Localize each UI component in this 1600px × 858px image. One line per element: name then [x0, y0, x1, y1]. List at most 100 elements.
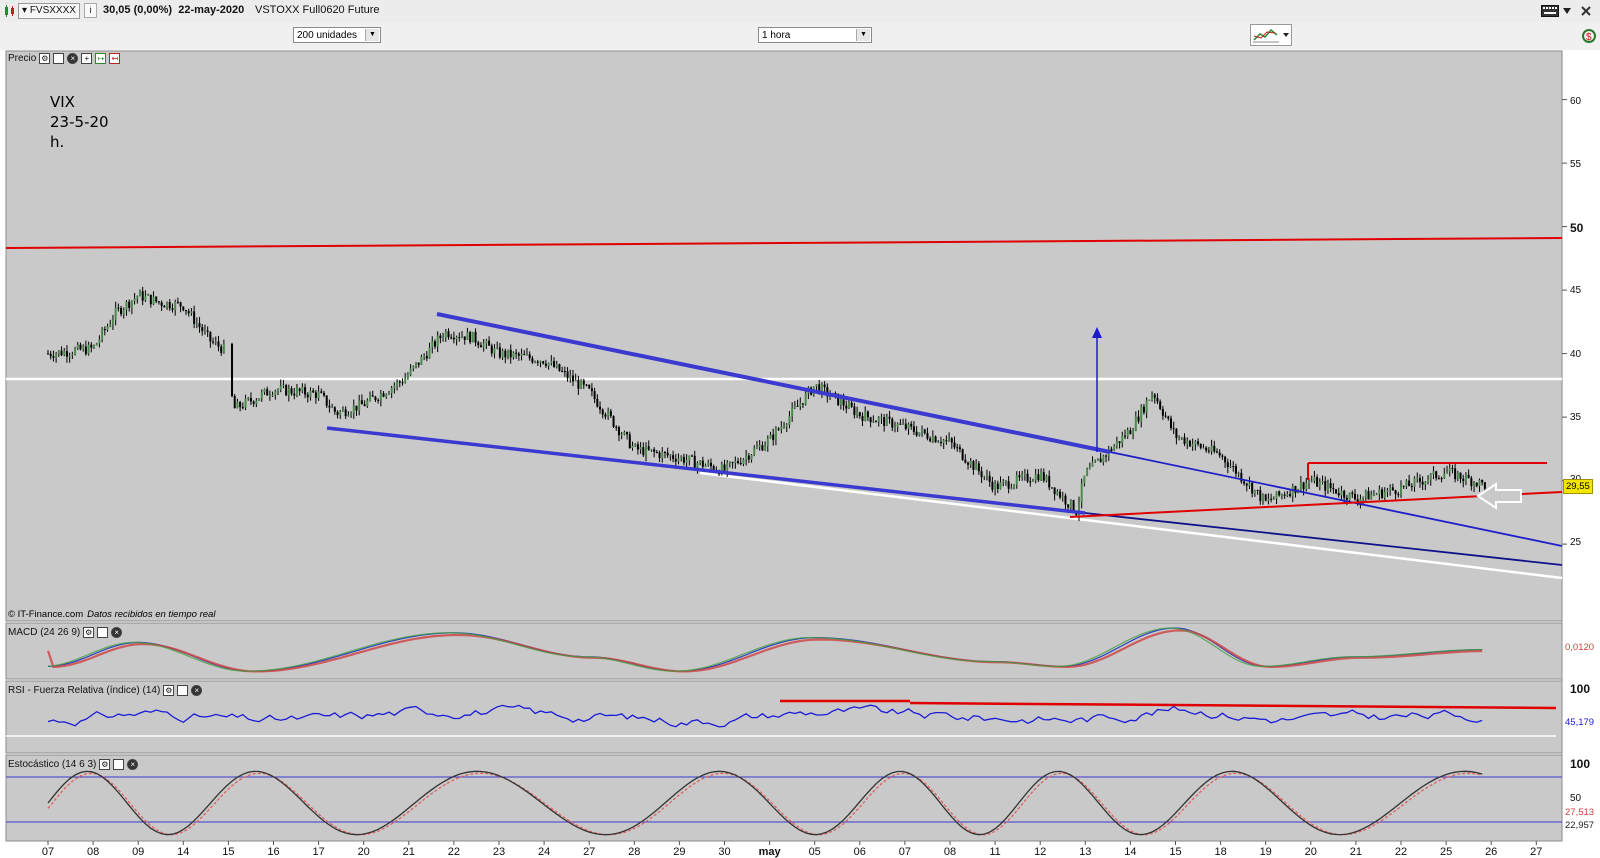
- candle-body: [1151, 394, 1154, 400]
- interval-select[interactable]: 1 hora ▼: [758, 27, 872, 43]
- x-tick-label: 08: [943, 846, 957, 858]
- candle-body: [350, 413, 353, 416]
- candle-body: [277, 389, 280, 392]
- candle-body: [661, 451, 664, 458]
- export-icon[interactable]: ↦: [95, 53, 107, 64]
- close-icon[interactable]: [1581, 6, 1591, 16]
- candle-body: [1256, 489, 1259, 491]
- candle-body: [331, 407, 334, 409]
- candle-body: [907, 423, 910, 429]
- candle-body: [68, 355, 71, 357]
- settings-icon[interactable]: $: [1581, 27, 1597, 45]
- candle-body: [120, 307, 123, 315]
- keyboard-icon[interactable]: [1541, 5, 1559, 17]
- candle-body: [1167, 416, 1170, 419]
- candle-body: [991, 481, 994, 490]
- x-tick-label: 21: [1349, 846, 1363, 858]
- x-tick-label: 14: [177, 846, 190, 858]
- wrench-icon[interactable]: ⚙: [83, 627, 95, 638]
- x-tick-label: 19: [1259, 846, 1272, 858]
- candle-body: [555, 364, 558, 367]
- close-icon[interactable]: ×: [111, 627, 123, 638]
- candle-body: [255, 400, 258, 404]
- candle-body: [420, 356, 423, 365]
- candle-body: [880, 417, 883, 419]
- candle-body: [685, 460, 688, 463]
- maximize-icon[interactable]: [97, 627, 109, 638]
- close-icon[interactable]: ×: [191, 685, 203, 696]
- candle-body: [967, 462, 970, 465]
- candle-body: [406, 374, 409, 379]
- candle-body: [1048, 475, 1051, 488]
- candle-body: [799, 403, 802, 406]
- wrench-icon[interactable]: ⚙: [163, 685, 175, 696]
- maximize-icon[interactable]: [113, 759, 125, 770]
- candle-body: [1121, 435, 1124, 444]
- x-tick-label: 08: [86, 846, 100, 858]
- candle-body: [1400, 485, 1402, 495]
- candle-body: [604, 414, 607, 417]
- candle-body: [861, 416, 864, 421]
- candle-body: [466, 332, 469, 340]
- candle-body: [972, 461, 975, 470]
- candle-body: [90, 344, 93, 348]
- info-icon[interactable]: i: [84, 3, 97, 18]
- candle-body: [609, 411, 612, 417]
- close-icon[interactable]: ×: [127, 759, 139, 770]
- candle-body: [658, 452, 661, 458]
- exit-icon[interactable]: ↤: [109, 53, 121, 64]
- dropdown-arrow-icon[interactable]: [1563, 8, 1571, 14]
- maximize-icon[interactable]: [53, 53, 65, 64]
- wrench-icon[interactable]: ⚙: [39, 53, 51, 64]
- candle-body: [964, 459, 967, 463]
- candle-body: [1467, 474, 1470, 479]
- candle-body: [747, 455, 750, 460]
- candle-body: [893, 427, 896, 429]
- candle-body: [258, 398, 261, 401]
- candle-body: [1129, 430, 1132, 435]
- candle-body: [309, 390, 312, 398]
- x-tick-label: 17: [312, 846, 325, 858]
- candle-body: [369, 395, 372, 401]
- candle-body: [103, 329, 106, 331]
- candle-body: [1424, 481, 1427, 485]
- rsi-resistance-line-2: [909, 701, 1557, 710]
- candle-body: [344, 409, 347, 417]
- wrench-icon[interactable]: ⚙: [99, 759, 111, 770]
- candle-body: [885, 416, 888, 426]
- candle-body: [306, 394, 309, 398]
- rsi-y-tick: 100: [1570, 682, 1591, 696]
- close-icon[interactable]: ×: [67, 53, 79, 64]
- candle-body: [544, 363, 547, 366]
- candle-body: [723, 464, 726, 471]
- candle-body: [501, 350, 504, 358]
- candle-body: [1243, 481, 1246, 484]
- x-tick-label: 15: [1169, 846, 1182, 858]
- bars-count-select[interactable]: 200 unidades ▼: [293, 27, 381, 43]
- candle-body: [1405, 480, 1408, 487]
- chart-type-button[interactable]: [1250, 24, 1292, 46]
- candle-body: [815, 384, 818, 387]
- candle-body: [631, 445, 634, 449]
- candle-body: [520, 353, 523, 356]
- candle-body: [850, 402, 853, 407]
- candle-body: [1456, 472, 1459, 480]
- candlestick-icon[interactable]: [3, 4, 17, 18]
- candle-body: [1391, 487, 1394, 491]
- candle-body: [415, 362, 418, 366]
- candle-body: [355, 405, 358, 411]
- candle-body: [1272, 498, 1275, 500]
- add-icon[interactable]: +: [81, 53, 93, 64]
- candle-body: [1478, 479, 1481, 487]
- candle-body: [263, 389, 266, 393]
- candle-body: [1353, 494, 1356, 500]
- chart-type-icon: [1253, 28, 1289, 43]
- candle-body: [672, 455, 675, 459]
- y-tick-label: 50: [1570, 221, 1584, 235]
- maximize-icon[interactable]: [177, 685, 189, 696]
- candle-body: [910, 423, 913, 427]
- symbol-selector[interactable]: ▾ FVSXXXX: [18, 3, 80, 19]
- channel-upper-thick: [436, 312, 1111, 454]
- candle-body: [918, 432, 921, 436]
- macd-panel-header: MACD (24 26 9) ⚙ ×: [8, 627, 123, 638]
